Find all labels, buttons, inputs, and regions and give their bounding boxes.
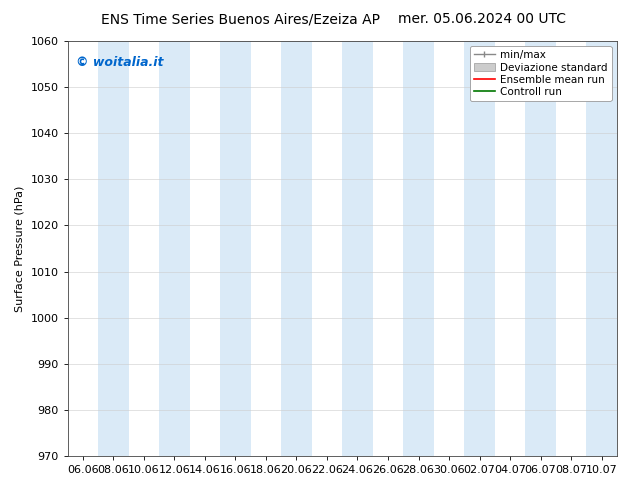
Bar xyxy=(159,41,190,456)
Bar xyxy=(586,41,617,456)
Bar xyxy=(403,41,434,456)
Bar xyxy=(525,41,556,456)
Legend: min/max, Deviazione standard, Ensemble mean run, Controll run: min/max, Deviazione standard, Ensemble m… xyxy=(470,46,612,101)
Text: © woitalia.it: © woitalia.it xyxy=(76,55,164,69)
Bar xyxy=(98,41,129,456)
Bar xyxy=(281,41,312,456)
Text: ENS Time Series Buenos Aires/Ezeiza AP: ENS Time Series Buenos Aires/Ezeiza AP xyxy=(101,12,380,26)
Y-axis label: Surface Pressure (hPa): Surface Pressure (hPa) xyxy=(15,185,25,312)
Bar xyxy=(342,41,373,456)
Text: mer. 05.06.2024 00 UTC: mer. 05.06.2024 00 UTC xyxy=(398,12,566,26)
Bar xyxy=(464,41,495,456)
Bar xyxy=(220,41,250,456)
